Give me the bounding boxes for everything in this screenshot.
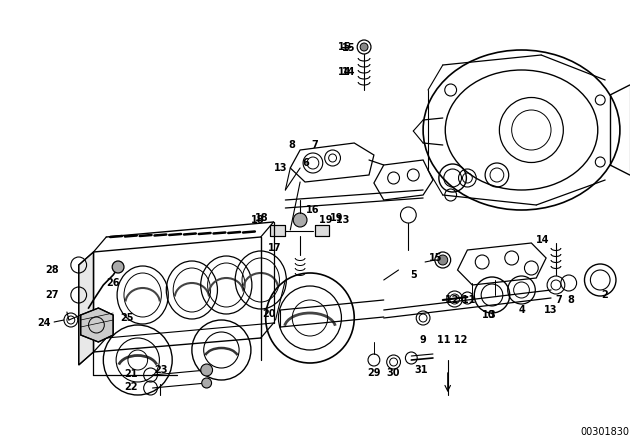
- Bar: [269, 225, 285, 236]
- Text: 16: 16: [306, 205, 319, 215]
- Bar: [269, 225, 285, 236]
- Text: 00301830: 00301830: [580, 427, 630, 437]
- Text: 31: 31: [414, 365, 428, 375]
- Text: 27: 27: [45, 290, 59, 300]
- Text: 13: 13: [544, 305, 558, 315]
- Text: 2: 2: [601, 290, 607, 300]
- Text: 9: 9: [420, 335, 426, 345]
- Text: 14: 14: [536, 235, 549, 245]
- Text: 6: 6: [302, 158, 309, 168]
- Text: 28: 28: [45, 265, 59, 275]
- Text: 3: 3: [488, 310, 495, 320]
- Text: 19 13: 19 13: [319, 215, 349, 225]
- Bar: [315, 225, 329, 236]
- Text: 18: 18: [255, 213, 269, 223]
- Bar: [315, 225, 329, 236]
- Text: 7: 7: [556, 295, 563, 305]
- Text: 24: 24: [38, 318, 51, 328]
- Text: 10: 10: [483, 310, 496, 320]
- Text: 21: 21: [124, 369, 138, 379]
- Text: 15: 15: [338, 42, 351, 52]
- Circle shape: [112, 261, 124, 273]
- Text: 13: 13: [274, 163, 287, 173]
- Circle shape: [360, 43, 368, 51]
- Text: 7: 7: [312, 140, 318, 150]
- Text: 15: 15: [342, 43, 355, 53]
- Text: 8: 8: [567, 295, 574, 305]
- Text: 22: 22: [124, 382, 138, 392]
- Polygon shape: [79, 252, 93, 365]
- Text: 15: 15: [429, 253, 443, 263]
- Text: 29: 29: [367, 368, 381, 378]
- Text: 19: 19: [330, 213, 343, 223]
- Text: 25: 25: [120, 313, 134, 323]
- Text: 14: 14: [338, 67, 351, 77]
- Circle shape: [293, 213, 307, 227]
- Text: 17: 17: [268, 243, 282, 253]
- Text: 4: 4: [518, 305, 525, 315]
- Text: 23: 23: [154, 365, 167, 375]
- Text: 14: 14: [342, 67, 355, 77]
- Text: 12 11: 12 11: [445, 295, 476, 305]
- Text: 26: 26: [106, 278, 120, 288]
- Text: 18: 18: [251, 215, 265, 225]
- Polygon shape: [81, 308, 113, 342]
- Circle shape: [438, 255, 448, 265]
- Text: 30: 30: [387, 368, 401, 378]
- Circle shape: [201, 364, 212, 376]
- Circle shape: [202, 378, 212, 388]
- Text: 5: 5: [410, 270, 417, 280]
- Text: 8: 8: [289, 140, 295, 150]
- Text: 11 12: 11 12: [438, 335, 468, 345]
- Text: 20: 20: [262, 309, 275, 319]
